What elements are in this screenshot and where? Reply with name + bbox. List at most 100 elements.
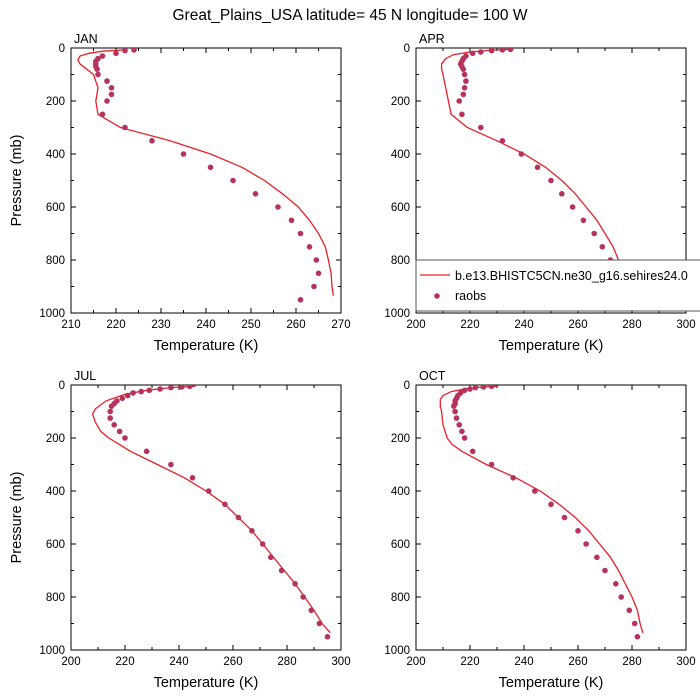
raobs-point — [311, 283, 317, 290]
model-profile-line — [439, 385, 644, 633]
x-tick-label: 240 — [169, 656, 188, 668]
raobs-point — [507, 48, 514, 53]
raobs-point — [461, 85, 468, 91]
x-axis-title: Temperature (K) — [154, 675, 259, 691]
y-tick-label: 600 — [391, 202, 410, 214]
x-tick-label: 200 — [61, 656, 80, 668]
raobs-point — [143, 448, 150, 455]
y-tick-label: 1000 — [39, 645, 65, 657]
legend: b.e13.BHISTC5CN.ne30_g16.sehires24.0 rao… — [415, 259, 700, 312]
y-tick-label: 1000 — [39, 308, 65, 320]
legend-box — [415, 259, 700, 312]
raobs-point — [315, 270, 322, 277]
figure-title: Great_Plains_USA latitude= 45 N longitud… — [172, 7, 527, 24]
raobs-point — [297, 297, 304, 303]
y-tick-label: 600 — [391, 539, 410, 551]
raobs-point — [618, 594, 624, 600]
raobs-point — [569, 204, 576, 210]
raobs-point — [469, 50, 476, 57]
y-tick-label: 0 — [59, 380, 65, 392]
panel-oct: OCT 200 220 240 260 280 300 0 200 400 600 800 1000 Te… — [384, 369, 695, 691]
panel-label: JUL — [74, 369, 96, 383]
raobs-point — [119, 395, 126, 402]
y-tick-label: 600 — [46, 539, 65, 551]
raobs-point — [548, 501, 554, 508]
raobs-point — [594, 554, 600, 561]
raobs-point — [460, 91, 467, 98]
x-tick-label: 220 — [106, 319, 125, 331]
raobs-point — [460, 66, 467, 72]
raobs-point — [469, 448, 476, 455]
x-tick-label: 200 — [406, 319, 425, 331]
raobs-point — [104, 98, 110, 104]
y-axis-title: Pressure (mb) — [9, 135, 25, 227]
x-tick-label: 240 — [196, 319, 215, 331]
y-tick-label: 1000 — [384, 308, 410, 320]
raobs-point — [268, 554, 274, 561]
raobs-point — [308, 607, 315, 614]
model-profile-line — [77, 49, 335, 296]
y-tick-label: 1000 — [384, 645, 410, 657]
x-tick-label: 260 — [568, 656, 587, 668]
raobs-point — [235, 514, 242, 521]
raobs-point — [480, 385, 487, 390]
raobs-point — [456, 98, 463, 104]
y-tick-label: 400 — [46, 486, 65, 498]
raobs-point — [459, 428, 465, 435]
raobs-point — [122, 435, 128, 441]
raobs-point — [634, 634, 641, 640]
raobs-point — [478, 124, 484, 131]
panel-jan: JAN 210 220 230 240 250 260 270 0 200 400 600 800 100… — [9, 32, 351, 354]
raobs-point — [300, 594, 307, 600]
raobs-point — [297, 230, 304, 237]
raobs-point — [488, 461, 495, 468]
raobs-point — [499, 48, 506, 53]
panel-label: OCT — [419, 369, 446, 383]
raobs-point — [583, 541, 589, 547]
raobs-point — [499, 138, 506, 144]
x-tick-label: 300 — [331, 656, 350, 668]
legend-obs-label: raobs — [455, 289, 486, 303]
data-layer — [91, 385, 331, 640]
raobs-point — [575, 528, 581, 534]
y-tick-label: 400 — [391, 486, 410, 498]
data-layer — [439, 385, 644, 640]
raobs-point — [532, 488, 538, 494]
raobs-point — [124, 392, 131, 399]
raobs-point — [99, 111, 106, 118]
raobs-point — [467, 386, 473, 392]
raobs-point — [472, 385, 479, 391]
raobs-point — [602, 567, 608, 574]
raobs-point — [99, 53, 106, 59]
raobs-point — [534, 164, 541, 171]
raobs-point — [461, 435, 468, 441]
raobs-point — [108, 91, 115, 98]
raobs-point — [205, 488, 212, 494]
raobs-point — [626, 607, 633, 614]
raobs-point — [488, 385, 495, 390]
raobs-point — [230, 177, 236, 184]
raobs-point — [313, 257, 320, 263]
y-tick-label: 800 — [391, 592, 410, 604]
raobs-point — [178, 385, 185, 390]
x-tick-label: 210 — [61, 319, 80, 331]
raobs-point — [548, 177, 554, 184]
raobs-point — [249, 528, 255, 534]
raobs-point — [180, 151, 187, 157]
raobs-point — [463, 78, 469, 84]
y-tick-label: 200 — [46, 433, 65, 445]
raobs-point — [461, 387, 468, 394]
data-layer — [77, 48, 335, 303]
x-tick-label: 260 — [223, 656, 242, 668]
raobs-point — [252, 191, 259, 197]
raobs-point — [275, 204, 281, 210]
raobs-point — [452, 408, 458, 415]
panel-label: APR — [419, 32, 445, 46]
raobs-point — [222, 501, 228, 508]
raobs-point — [108, 403, 115, 410]
raobs-point — [631, 620, 638, 627]
y-tick-label: 800 — [46, 255, 65, 267]
x-tick-label: 230 — [151, 319, 170, 331]
x-tick-label: 260 — [286, 319, 305, 331]
raobs-point — [122, 48, 128, 54]
